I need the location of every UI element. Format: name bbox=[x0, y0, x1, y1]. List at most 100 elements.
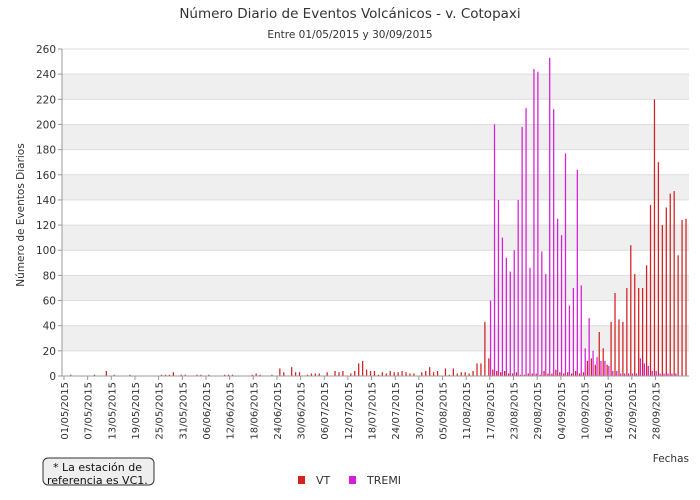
bar-vt bbox=[113, 374, 115, 376]
bar-vt bbox=[574, 370, 577, 376]
bar-vt bbox=[444, 368, 447, 376]
bar-vt bbox=[590, 358, 592, 376]
bar-tremi bbox=[631, 373, 634, 376]
bar-vt bbox=[377, 374, 380, 376]
bar-vt bbox=[571, 373, 573, 376]
bar-vt bbox=[555, 369, 557, 376]
bar-vt bbox=[500, 372, 502, 376]
bar-vt bbox=[318, 373, 320, 376]
bar-vt bbox=[563, 373, 565, 376]
bar-tremi bbox=[493, 124, 496, 376]
y-tick-label: 220 bbox=[36, 94, 56, 106]
bar-vt bbox=[567, 372, 569, 376]
bar-vt bbox=[657, 162, 660, 376]
bar-tremi bbox=[655, 370, 657, 376]
bar-vt bbox=[527, 373, 529, 376]
bar-tremi bbox=[667, 373, 669, 376]
bar-vt bbox=[531, 373, 533, 376]
bar-vt bbox=[610, 321, 612, 376]
bar-tremi bbox=[604, 360, 606, 376]
bar-vt bbox=[535, 373, 537, 376]
note-box: * La estación de referencia es VC1. bbox=[42, 457, 155, 487]
y-tick-label: 80 bbox=[43, 270, 56, 282]
bar-tremi bbox=[568, 305, 571, 376]
bar-vt bbox=[484, 321, 486, 376]
bar-vt bbox=[373, 370, 376, 376]
bar-tremi bbox=[620, 373, 622, 376]
bar-vt bbox=[326, 372, 328, 376]
bar-vt bbox=[547, 373, 549, 376]
x-tick-label: 29/08/2015 bbox=[533, 382, 544, 440]
bar-vt bbox=[606, 364, 608, 376]
y-tick-label: 0 bbox=[49, 371, 56, 383]
bar-vt bbox=[160, 374, 163, 376]
bar-tremi bbox=[647, 365, 649, 376]
bar-tremi bbox=[624, 373, 626, 376]
y-gridlines bbox=[58, 48, 689, 377]
legend-swatch-vt bbox=[298, 476, 305, 484]
bar-tremi bbox=[572, 287, 575, 376]
bar-vt bbox=[259, 374, 261, 376]
bar-vt bbox=[677, 255, 679, 376]
x-tick-label: 13/05/2015 bbox=[107, 382, 118, 440]
x-tick-label: 10/09/2015 bbox=[581, 382, 592, 440]
bar-vt bbox=[105, 370, 107, 376]
bar-vt bbox=[334, 370, 336, 376]
x-tick-label: 12/07/2015 bbox=[344, 382, 355, 440]
x-tick-label: 30/07/2015 bbox=[415, 382, 426, 440]
bar-vt bbox=[385, 373, 387, 376]
bar-tremi bbox=[545, 274, 547, 376]
bar-vt bbox=[223, 374, 226, 376]
bar-vt bbox=[507, 373, 510, 376]
bar-vt bbox=[129, 374, 131, 376]
bar-vt bbox=[464, 372, 466, 376]
bar-vt bbox=[634, 274, 636, 376]
grid-band bbox=[62, 124, 689, 150]
bar-tremi bbox=[501, 237, 504, 376]
grid-band bbox=[62, 74, 689, 100]
y-tick-label: 240 bbox=[36, 69, 56, 81]
chart-subtitle: Entre 01/05/2015 y 30/09/2015 bbox=[267, 29, 432, 41]
y-tick-label: 20 bbox=[43, 346, 56, 358]
bar-tremi bbox=[635, 373, 638, 376]
x-tick-label: 19/05/2015 bbox=[131, 382, 142, 440]
x-tick-label: 23/08/2015 bbox=[510, 382, 521, 440]
x-tick-label: 31/05/2015 bbox=[178, 382, 189, 440]
bar-tremi bbox=[529, 267, 531, 376]
bar-vt bbox=[393, 372, 395, 376]
bar-tremi bbox=[608, 365, 610, 376]
bar-vt bbox=[354, 370, 356, 376]
x-tick-label: 22/09/2015 bbox=[628, 382, 639, 440]
bar-vt bbox=[641, 287, 644, 376]
bar-vt bbox=[638, 287, 640, 376]
bar-vt bbox=[231, 374, 234, 376]
bar-vt bbox=[622, 321, 624, 376]
x-tick-label: 18/06/2015 bbox=[249, 382, 260, 440]
bar-vt bbox=[460, 372, 462, 376]
x-tick-label: 24/07/2015 bbox=[391, 382, 402, 440]
bar-vt bbox=[184, 374, 186, 376]
bar-tremi bbox=[541, 251, 543, 376]
bar-vt bbox=[551, 373, 553, 376]
bar-vt bbox=[559, 372, 561, 376]
bar-vt bbox=[503, 370, 506, 376]
bar-vt bbox=[397, 372, 399, 376]
x-tick-label: 24/06/2015 bbox=[273, 382, 284, 440]
y-tick-label: 200 bbox=[36, 119, 56, 131]
bar-vt bbox=[448, 374, 451, 376]
bar-vt bbox=[523, 374, 525, 376]
bar-tremi bbox=[671, 373, 673, 376]
bar-tremi bbox=[513, 250, 515, 376]
y-tick-label: 260 bbox=[36, 44, 56, 56]
bar-vt bbox=[492, 369, 494, 376]
bar-vt bbox=[350, 373, 352, 376]
bar-vt bbox=[488, 358, 490, 376]
bar-tremi bbox=[525, 108, 527, 376]
bar-tremi bbox=[612, 370, 614, 376]
y-tick-label: 100 bbox=[36, 245, 56, 257]
bar-vt bbox=[294, 372, 297, 376]
y-tick-labels: 0 20 40 60 80 100 120 140 160 180 200 220 240 260 bbox=[36, 44, 56, 383]
bar-tremi bbox=[659, 373, 661, 376]
bar-vt bbox=[685, 218, 687, 376]
bar-tremi bbox=[505, 257, 507, 376]
